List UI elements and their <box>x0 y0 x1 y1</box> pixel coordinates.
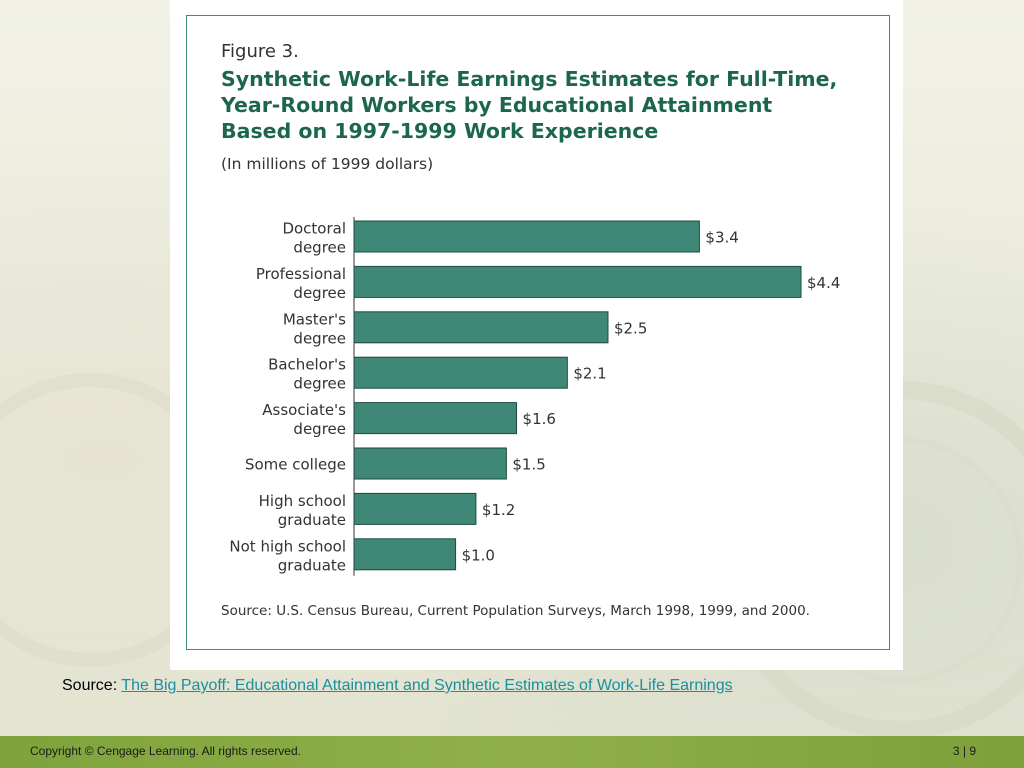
category-label: Some college <box>245 456 346 474</box>
bar-value-label: $4.4 <box>807 274 840 292</box>
category-label: degree <box>293 420 346 438</box>
category-label: Bachelor's <box>268 356 346 374</box>
bar-value-label: $2.5 <box>614 319 647 337</box>
page-number: 3 | 9 <box>952 744 976 758</box>
copyright-text: Copyright © Cengage Learning. All rights… <box>30 744 301 758</box>
bar-4 <box>353 356 568 389</box>
bar-1 <box>353 220 700 253</box>
bar-7 <box>353 492 477 525</box>
category-label: degree <box>293 239 346 257</box>
bar-value-label: $1.0 <box>462 546 495 564</box>
figure-title-line: Synthetic Work-Life Earnings Estimates f… <box>221 67 838 91</box>
category-label: degree <box>293 329 346 347</box>
bar-3 <box>353 311 609 344</box>
category-label: degree <box>293 284 346 302</box>
slide-source: Source: The Big Payoff: Educational Atta… <box>62 677 733 695</box>
bar-value-label: $2.1 <box>573 365 606 383</box>
footer-bar: Copyright © Cengage Learning. All rights… <box>0 736 1024 768</box>
bar-value-label: $3.4 <box>705 229 738 247</box>
bar-value-label: $1.5 <box>512 456 545 474</box>
source-prefix: Source: <box>62 677 122 694</box>
category-label: Associate's <box>262 401 346 419</box>
category-label: degree <box>293 375 346 393</box>
figure-title: Synthetic Work-Life Earnings Estimates f… <box>221 66 881 144</box>
bar-2 <box>353 265 802 298</box>
bar-value-label: $1.6 <box>523 410 556 428</box>
category-label: Professional <box>256 265 346 283</box>
figure-units: (In millions of 1999 dollars) <box>221 155 434 173</box>
category-label: Not high school <box>229 537 346 555</box>
category-label: graduate <box>278 556 346 574</box>
category-label: Master's <box>283 310 346 328</box>
category-label: graduate <box>278 511 346 529</box>
bar-value-label: $1.2 <box>482 501 515 519</box>
category-label: High school <box>259 492 346 510</box>
source-link[interactable]: The Big Payoff: Educational Attainment a… <box>121 677 733 694</box>
bar-8 <box>353 538 457 571</box>
figure-title-line: Based on 1997-1999 Work Experience <box>221 119 659 143</box>
bar-6 <box>353 447 507 480</box>
figure-source-note: Source: U.S. Census Bureau, Current Popu… <box>221 603 810 619</box>
bar-5 <box>353 402 518 435</box>
figure-title-line: Year-Round Workers by Educational Attain… <box>221 93 773 117</box>
category-label: Doctoral <box>282 220 346 238</box>
figure-label: Figure 3. <box>221 41 299 62</box>
